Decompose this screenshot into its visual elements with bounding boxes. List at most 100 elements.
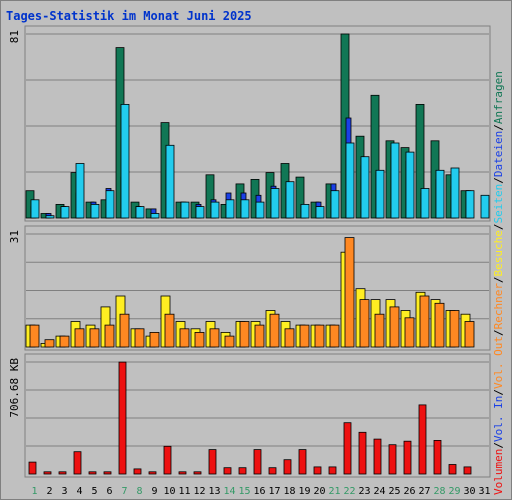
bar-rechner-day-26 xyxy=(404,317,415,348)
panel-top-gridlines xyxy=(26,33,489,173)
bar-volumen-day-2 xyxy=(43,471,52,475)
bar-volumen-day-13 xyxy=(208,449,217,475)
x-tick-label-day-29: 29 xyxy=(448,486,460,497)
bar-rechner-day-30 xyxy=(464,321,475,348)
x-tick-label-day-31: 31 xyxy=(478,486,490,497)
bar-rechner-day-7 xyxy=(119,313,130,348)
x-tick-label-day-28: 28 xyxy=(433,486,445,497)
bar-seiten-day-15 xyxy=(240,199,250,219)
x-axis-labels: 1 2 3 4 5 6 7 8 9 10 11 12 13 14 15 16 17 18 19 20 21 22 23 24 2… xyxy=(31,486,490,497)
x-tick-label-day-5: 5 xyxy=(91,486,97,497)
bar-rechner-day-4 xyxy=(74,328,85,348)
x-tick-label-day-26: 26 xyxy=(403,486,415,497)
legend-item-vol-out: Vol. Out xyxy=(492,336,505,389)
bar-seiten-day-29 xyxy=(450,167,460,219)
x-tick-label-day-25: 25 xyxy=(388,486,400,497)
bar-seiten-day-28 xyxy=(435,169,445,219)
bar-volumen-day-20 xyxy=(313,466,322,475)
panel-bottom-gridlines xyxy=(26,361,489,447)
bar-rechner-day-2 xyxy=(44,339,55,348)
x-tick-label-day-23: 23 xyxy=(358,486,370,497)
bar-anfragen-day-27 xyxy=(415,104,425,219)
legend-separator: / xyxy=(492,442,505,449)
bar-volumen-day-12 xyxy=(193,471,202,475)
bar-volumen-day-23 xyxy=(358,431,367,475)
legend-item-dateien: Dateien xyxy=(492,131,505,177)
x-tick-label-day-19: 19 xyxy=(298,486,310,497)
x-tick-label-day-8: 8 xyxy=(136,486,142,497)
legend-separator: / xyxy=(492,223,505,230)
bar-rechner-day-21 xyxy=(329,324,340,348)
panel-bottom-max-label: 706.68 KB xyxy=(8,358,21,418)
bar-seiten-day-5 xyxy=(90,203,100,219)
x-tick-label-day-30: 30 xyxy=(463,486,475,497)
x-tick-label-day-11: 11 xyxy=(178,486,190,497)
x-tick-label-day-17: 17 xyxy=(268,486,280,497)
bar-rechner-day-23 xyxy=(359,299,370,348)
bar-seiten-day-30 xyxy=(465,190,475,219)
panel-middle: 31 xyxy=(8,225,491,351)
x-tick-label-day-10: 10 xyxy=(163,486,175,497)
bar-seiten-day-13 xyxy=(210,201,220,219)
bar-rechner-day-16 xyxy=(254,324,265,348)
bar-volumen-day-5 xyxy=(88,471,97,475)
x-tick-label-day-24: 24 xyxy=(373,486,385,497)
panels-layer: 81 31 706.68 KB xyxy=(8,25,491,478)
bar-seiten-day-4 xyxy=(75,163,85,219)
bar-seiten-day-27 xyxy=(420,188,430,219)
legend-item-besuche: Besuche xyxy=(492,230,505,276)
bar-volumen-day-11 xyxy=(178,471,187,475)
bar-seiten-day-2 xyxy=(45,215,55,219)
panel-middle-max-label: 31 xyxy=(8,230,21,243)
bar-seiten-day-3 xyxy=(60,206,70,219)
x-tick-label-day-16: 16 xyxy=(253,486,265,497)
bar-volumen-day-19 xyxy=(298,449,307,475)
bar-seiten-day-7 xyxy=(120,104,130,219)
x-tick-label-day-22: 22 xyxy=(343,486,355,497)
panel-top-bars xyxy=(25,33,490,219)
bar-volumen-day-21 xyxy=(328,466,337,475)
panel-top: 81 xyxy=(8,25,491,222)
legend-item-vol-in: Vol. In xyxy=(492,396,505,442)
chart-title: Tages-Statistik im Monat Juni 2025 xyxy=(6,9,252,23)
bar-seiten-day-12 xyxy=(195,206,205,219)
bar-rechner-day-12 xyxy=(194,331,205,348)
bar-rechner-day-5 xyxy=(89,328,100,348)
legend-separator: / xyxy=(492,177,505,184)
bar-volumen-day-25 xyxy=(388,444,397,475)
x-tick-label-day-2: 2 xyxy=(46,486,52,497)
bar-anfragen-day-24 xyxy=(370,94,380,219)
bar-seiten-day-31 xyxy=(480,194,490,219)
bar-volumen-day-17 xyxy=(268,467,277,475)
legend-item-seiten: Seiten xyxy=(492,184,505,224)
bar-seiten-day-10 xyxy=(165,144,175,219)
x-tick-label-day-15: 15 xyxy=(238,486,250,497)
bar-seiten-day-17 xyxy=(270,188,280,219)
bar-seiten-day-21 xyxy=(330,190,340,219)
bar-seiten-day-16 xyxy=(255,201,265,219)
x-tick-label-day-4: 4 xyxy=(76,486,82,497)
bar-seiten-day-19 xyxy=(300,203,310,219)
bar-rechner-day-15 xyxy=(239,321,250,348)
bar-seiten-day-11 xyxy=(180,201,190,219)
bar-volumen-day-18 xyxy=(283,459,292,475)
bar-seiten-day-20 xyxy=(315,206,325,219)
panel-bottom-bars xyxy=(28,361,472,475)
x-tick-label-day-6: 6 xyxy=(106,486,112,497)
bar-rechner-day-11 xyxy=(179,328,190,348)
x-tick-label-day-12: 12 xyxy=(193,486,205,497)
bar-rechner-day-8 xyxy=(134,328,145,348)
bar-volumen-day-29 xyxy=(448,464,457,475)
bar-rechner-day-17 xyxy=(269,313,280,348)
bar-rechner-day-28 xyxy=(434,302,445,348)
panel-top-max-label: 81 xyxy=(8,30,21,43)
bar-rechner-day-14 xyxy=(224,335,235,348)
bar-anfragen-day-19 xyxy=(295,176,305,219)
bar-seiten-day-24 xyxy=(375,169,385,219)
legend-item-anfragen: Anfragen xyxy=(492,71,505,124)
bar-volumen-day-15 xyxy=(238,467,247,475)
bar-volumen-day-28 xyxy=(433,439,442,475)
legend-separator: / xyxy=(492,124,505,131)
bar-rechner-day-29 xyxy=(449,310,460,348)
